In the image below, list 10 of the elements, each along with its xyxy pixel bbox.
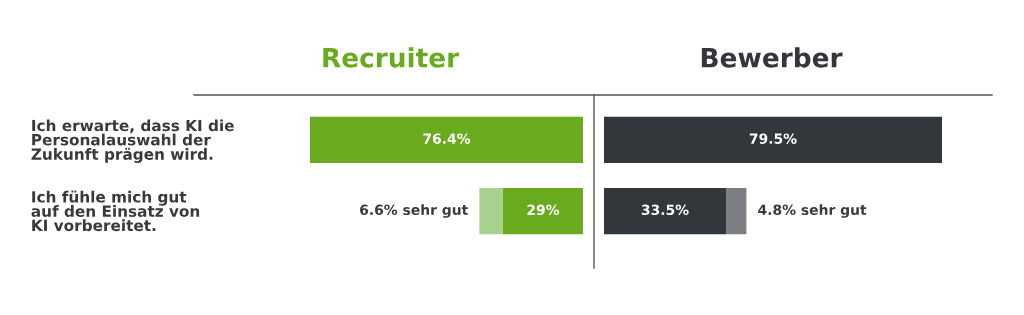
chart-title: Recruiter <box>323 47 460 68</box>
chart-title: Bewerber <box>701 47 843 68</box>
data-label: 76.4% <box>423 133 471 144</box>
total-label: 29% <box>527 204 560 216</box>
y-tick-label: Ich fühle mich gut auf den Einsatz von KI vorbereitet. <box>31 190 200 232</box>
data-label: 79.5% <box>749 133 797 144</box>
data-label: 6.6% sehr gut <box>360 204 468 218</box>
total-label: 33.5% <box>641 204 689 216</box>
y-tick-label: Ich erwarte, dass KI die Personalauswahl der Zukunft prägen wird. <box>31 119 234 163</box>
data-label: 4.8% sehr gut <box>758 204 867 218</box>
